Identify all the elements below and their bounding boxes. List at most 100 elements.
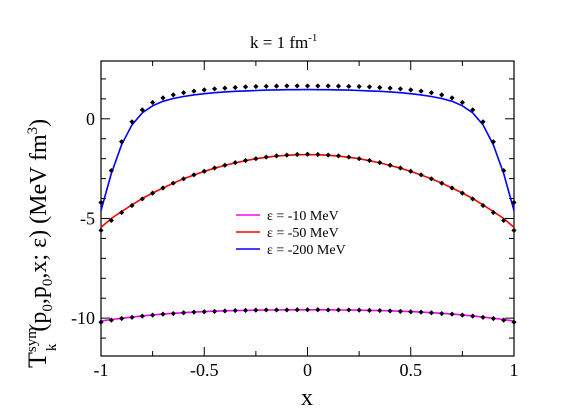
data-marker (366, 157, 373, 164)
data-marker (439, 92, 445, 98)
data-marker (315, 307, 321, 313)
data-marker (129, 202, 135, 209)
data-marker (366, 307, 373, 313)
data-marker (150, 99, 156, 106)
data-marker (232, 84, 238, 91)
data-marker (119, 209, 125, 216)
y-axis-title: Tsym k(p0,p0,x; ε) (MeV fm3) (23, 119, 60, 368)
data-marker (501, 217, 507, 224)
data-marker (387, 85, 393, 91)
data-marker (470, 313, 476, 319)
y-axis-title-args-sub2: 0 (40, 279, 56, 287)
data-marker (253, 307, 259, 313)
data-marker (346, 154, 352, 160)
data-marker (139, 196, 145, 202)
data-marker (201, 168, 207, 174)
data-marker (356, 156, 362, 162)
data-marker (397, 86, 404, 92)
x-tick-label: -0.5 (190, 360, 219, 380)
data-marker (150, 312, 156, 318)
data-marker (108, 168, 114, 174)
y-axis-title-args-sub1: 0 (40, 304, 56, 312)
chart-title-main: k = 1 fm (250, 33, 308, 52)
data-marker (242, 157, 249, 164)
data-marker (480, 314, 486, 320)
data-marker (428, 310, 434, 316)
data-marker (294, 151, 300, 158)
data-marker (98, 319, 104, 325)
data-marker (439, 180, 445, 186)
data-marker (408, 168, 414, 174)
data-marker (222, 308, 228, 314)
data-marker (170, 92, 176, 98)
y-axis-title-args-mid: ,p (26, 286, 52, 304)
data-marker (304, 151, 311, 157)
data-marker (119, 139, 125, 145)
data-marker (263, 83, 269, 89)
data-marker (273, 153, 280, 159)
data-marker (284, 307, 290, 313)
data-marker (160, 311, 166, 317)
data-marker (335, 153, 342, 159)
data-marker (294, 307, 300, 313)
data-marker (201, 87, 207, 93)
data-marker (418, 172, 424, 178)
data-marker (98, 199, 104, 206)
data-marker (459, 312, 465, 318)
data-marker (449, 95, 455, 101)
data-marker (304, 307, 311, 313)
data-marker (211, 308, 218, 314)
data-marker (490, 315, 496, 322)
data-marker (181, 176, 187, 182)
y-axis-title-sub: k (44, 343, 60, 351)
legend-label-0: ε = -10 MeV (267, 209, 339, 224)
data-marker (191, 309, 197, 315)
data-marker (449, 311, 455, 317)
data-marker (191, 88, 197, 94)
x-axis-title: x (301, 385, 313, 411)
x-tick-label: 0.5 (400, 360, 423, 380)
data-marker (170, 310, 176, 317)
data-marker (139, 107, 145, 113)
data-marker (201, 309, 207, 315)
data-marker (387, 308, 393, 314)
data-marker (408, 309, 414, 315)
data-marker (480, 202, 486, 209)
data-marker (181, 90, 187, 96)
legend-label-1: ε = -50 MeV (267, 226, 339, 241)
data-marker (119, 315, 125, 322)
data-marker (160, 95, 166, 101)
data-marker (377, 84, 383, 91)
data-marker (294, 83, 300, 89)
data-marker (232, 307, 238, 314)
data-marker (356, 307, 362, 313)
y-tick-label: -5 (80, 208, 95, 228)
x-tick-label: 0 (303, 360, 312, 380)
data-marker (397, 165, 404, 171)
data-marker (377, 307, 383, 314)
data-marker (253, 156, 259, 162)
y-axis-title-sup: sym (24, 327, 40, 352)
data-marker (315, 83, 321, 89)
data-marker (511, 199, 517, 206)
data-marker (490, 209, 496, 216)
data-marker (428, 176, 434, 182)
x-tick-label: 1 (510, 360, 519, 380)
data-marker (315, 151, 321, 158)
data-marker (449, 185, 455, 191)
data-marker (439, 310, 445, 317)
data-marker (108, 217, 114, 224)
chart-title: k = 1 fm-1 (250, 32, 317, 52)
data-marker (263, 154, 269, 160)
axis-ticks: -1 -0.5 0 0.5 1 -10 -5 0 (71, 61, 519, 380)
data-marker (253, 83, 259, 90)
data-marker (356, 83, 362, 90)
series-markers (98, 83, 517, 325)
data-marker (501, 317, 507, 323)
data-marker (284, 152, 290, 158)
data-marker (242, 307, 249, 313)
data-marker (418, 309, 424, 315)
data-marker (222, 85, 228, 91)
data-marker (346, 307, 352, 313)
